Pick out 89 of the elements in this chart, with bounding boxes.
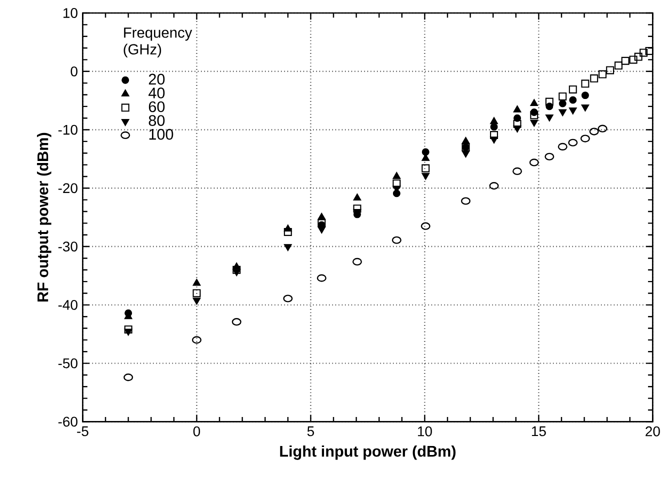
point: [422, 164, 430, 172]
point: [490, 131, 498, 140]
point: [192, 336, 202, 344]
point: [232, 266, 241, 274]
point: [192, 298, 201, 305]
point: [581, 80, 590, 88]
point: [392, 236, 402, 244]
point: [283, 294, 293, 302]
point: [232, 269, 241, 276]
x-axis-title: Light input power (dBm): [280, 445, 456, 460]
point: [558, 142, 568, 150]
point: [629, 56, 638, 64]
x-tick-label: 5: [307, 426, 314, 436]
y-tick-label: 0: [70, 66, 78, 76]
point: [606, 66, 614, 74]
legend-label: 80: [148, 115, 165, 126]
point: [462, 136, 470, 144]
point: [316, 274, 326, 282]
point: [581, 92, 589, 100]
y-tick-label: -40: [58, 300, 78, 310]
y-tick-label: -20: [58, 183, 78, 194]
point: [318, 226, 326, 234]
point: [124, 325, 132, 334]
point: [422, 172, 430, 180]
x-tick-label: 10: [418, 426, 432, 436]
point: [581, 104, 590, 112]
point: [634, 52, 642, 61]
x-tick-label: 15: [532, 426, 546, 436]
point: [529, 158, 539, 166]
point: [392, 179, 401, 188]
point: [530, 98, 538, 106]
point: [558, 92, 567, 100]
point: [598, 70, 607, 78]
point: [353, 193, 362, 201]
point: [569, 96, 577, 104]
point: [640, 48, 648, 57]
point: [621, 56, 630, 65]
point: [284, 244, 292, 252]
point: [124, 374, 134, 382]
point: [545, 114, 554, 122]
point: [490, 123, 498, 131]
point: [192, 289, 201, 298]
legend-label: 100: [149, 128, 174, 140]
point: [530, 111, 538, 120]
point: [590, 74, 598, 82]
y-tick-label: -60: [58, 416, 78, 427]
point: [614, 62, 622, 70]
point: [512, 167, 522, 176]
point: [124, 328, 132, 336]
point: [392, 172, 401, 179]
legend-label: 60: [148, 101, 165, 112]
point: [460, 197, 470, 205]
point: [545, 98, 554, 106]
point: [580, 134, 590, 142]
point: [489, 182, 499, 190]
point: [568, 138, 578, 146]
y-tick-label: 10: [63, 8, 78, 18]
point: [558, 109, 567, 116]
point: [513, 105, 522, 112]
point: [598, 124, 608, 132]
point: [420, 222, 430, 230]
x-tick-label: 0: [193, 426, 200, 436]
x-tick-label: 20: [646, 426, 660, 436]
point: [589, 128, 599, 136]
point: [490, 116, 498, 124]
point: [232, 318, 242, 326]
legend-title: Frequency (GHz): [124, 28, 192, 58]
point: [490, 136, 498, 144]
point: [352, 258, 362, 266]
y-axis-title: RF output power (dBm): [36, 132, 52, 302]
point: [568, 107, 577, 115]
y-tick-label: -10: [58, 124, 78, 135]
legend-label: 20: [148, 74, 165, 85]
point: [353, 204, 362, 213]
y-tick-label: -50: [58, 358, 78, 368]
y-tick-label: -30: [58, 242, 78, 252]
x-tick-label: -5: [77, 426, 88, 436]
point: [284, 228, 292, 236]
point: [558, 100, 566, 108]
point: [568, 85, 577, 94]
point: [462, 150, 470, 158]
point: [192, 278, 201, 286]
legend-label: 40: [148, 88, 165, 98]
point: [530, 120, 538, 127]
point: [645, 46, 654, 55]
point: [513, 126, 522, 133]
point: [513, 120, 522, 128]
point: [544, 152, 554, 160]
point: [422, 148, 430, 156]
